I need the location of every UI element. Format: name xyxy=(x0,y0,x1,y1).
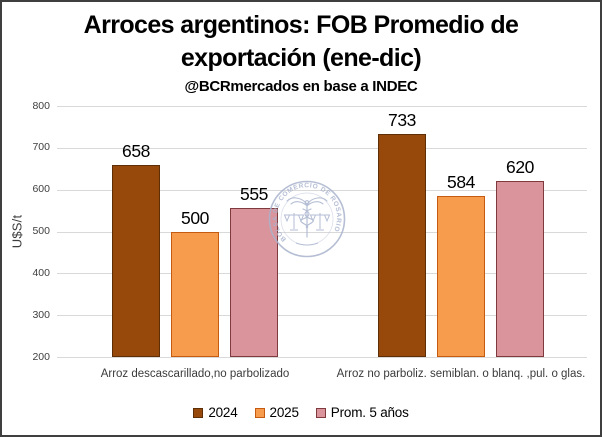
scales-left-icon xyxy=(283,213,305,231)
bar-value-label: 584 xyxy=(447,172,475,193)
bar-value-label: 658 xyxy=(122,141,150,162)
y-tick-label-500: 500 xyxy=(32,225,50,237)
gridline-300 xyxy=(57,315,587,317)
legend-label: 2025 xyxy=(269,405,299,420)
gridline-700 xyxy=(57,147,587,149)
bar-value-label: 733 xyxy=(388,110,416,131)
bar-2024-group2 xyxy=(378,134,426,357)
gridline-800 xyxy=(57,106,587,107)
scales-right-icon xyxy=(309,213,331,231)
bar-prom-5-a-os-group1 xyxy=(230,208,278,357)
banner-icon xyxy=(295,242,319,246)
bcr-seal-watermark: BOLSA DE COMERCIO DE ROSARIO xyxy=(268,180,346,258)
y-tick-label-200: 200 xyxy=(32,350,50,363)
chart-title: Arroces argentinos: FOB Promedio de expo… xyxy=(83,11,519,72)
category-label-1: Arroz descascarillado,no parbolizado xyxy=(100,368,290,380)
bar-value-label: 555 xyxy=(240,184,268,205)
y-tick-label-300: 300 xyxy=(32,308,50,321)
y-tick-label-400: 400 xyxy=(32,266,50,279)
y-tick-label-700: 700 xyxy=(32,141,50,154)
gridline-400 xyxy=(57,273,587,275)
legend-item-2024: 2024 xyxy=(193,405,238,420)
legend-label: Prom. 5 años xyxy=(330,405,409,420)
bar-value-label: 500 xyxy=(181,207,209,228)
legend-label: 2024 xyxy=(208,405,238,420)
bar-2025-group2 xyxy=(437,196,485,357)
legend-swatch-icon xyxy=(193,407,204,418)
y-tick-label-800: 800 xyxy=(32,99,50,112)
bar-2024-group1 xyxy=(112,165,160,357)
bar-value-label: 620 xyxy=(506,157,534,178)
chart-subtitle: @BCRmercados en base a INDEC xyxy=(184,78,418,95)
plot-area: 800 700 600 500 400 300 200 658 500 555 Arroz desc… xyxy=(32,100,587,380)
y-tick-label-600: 600 xyxy=(32,183,50,196)
wings-icon xyxy=(286,197,328,207)
bar-2025-group1 xyxy=(171,231,219,357)
gridline-500 xyxy=(57,231,587,233)
gridline-600 xyxy=(57,189,587,191)
legend-swatch-icon xyxy=(315,407,326,418)
gridline-200 xyxy=(57,357,587,358)
bar-prom-5-a-os-group2 xyxy=(496,181,544,357)
legend: 2024 2025 Prom. 5 años xyxy=(2,405,600,420)
legend-swatch-icon xyxy=(254,407,265,418)
legend-item-prom-5-a-os: Prom. 5 años xyxy=(315,405,409,420)
legend-item-2025: 2025 xyxy=(254,405,299,420)
category-label-2: Arroz no parboliz. semiblan. o blanq. ,p… xyxy=(336,368,586,380)
caduceus-icon xyxy=(300,200,314,238)
